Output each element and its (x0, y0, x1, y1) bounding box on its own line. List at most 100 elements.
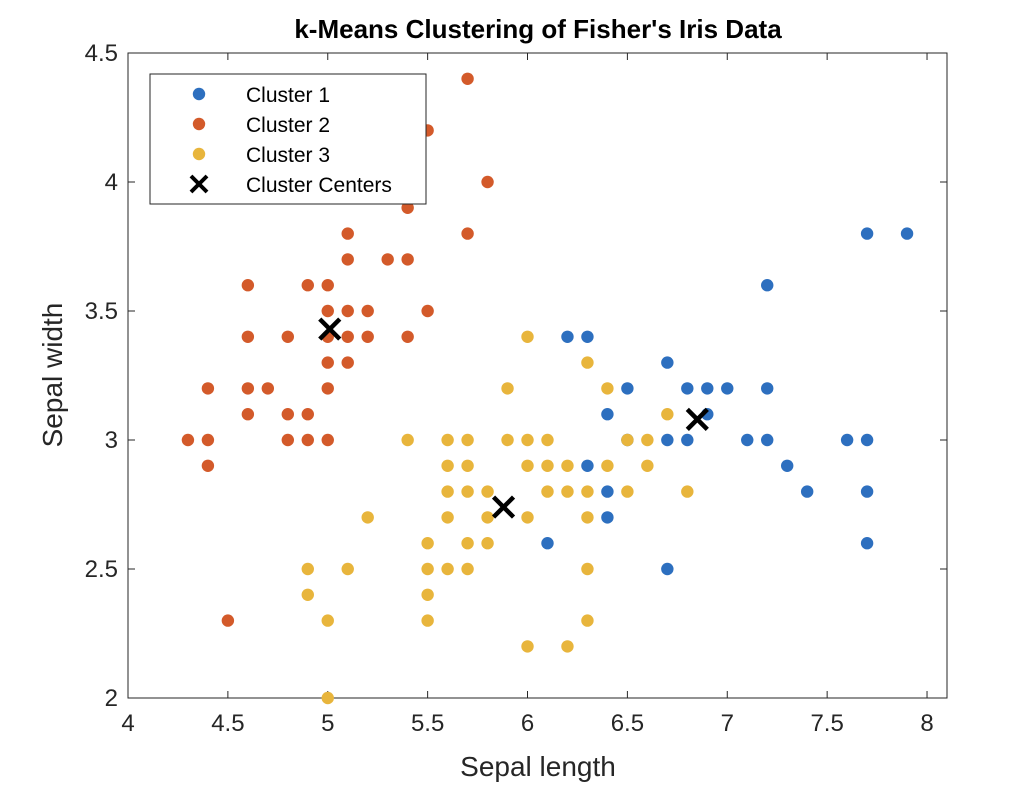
legend-marker (192, 147, 206, 161)
cluster-3-point (401, 433, 414, 447)
cluster-3-point (521, 640, 534, 653)
cluster-1-point (581, 459, 594, 472)
cluster-2-point (241, 408, 255, 421)
cluster-3-point (641, 433, 654, 447)
cluster-2-point (421, 304, 434, 318)
cluster-3-point (581, 356, 594, 369)
cluster-1-point (661, 356, 674, 369)
cluster-3-point (561, 485, 574, 498)
cluster-3-point (301, 562, 314, 576)
y-axis-label: Sepal width (37, 303, 68, 448)
x-tick-label: 8 (920, 710, 933, 737)
cluster-3-point (321, 691, 334, 705)
cluster-2-point (201, 382, 215, 395)
cluster-1-point (780, 459, 794, 472)
cluster-2-point (301, 408, 314, 421)
x-axis-label: Sepal length (460, 751, 616, 782)
cluster-2-point (361, 304, 374, 318)
cluster-2-point (201, 459, 215, 472)
cluster-3-point (561, 459, 574, 472)
legend-label: Cluster 1 (246, 84, 330, 107)
cluster-3-point (441, 511, 454, 524)
cluster-1-point (601, 511, 614, 524)
legend-entry: Cluster 1 (192, 84, 330, 107)
cluster-2-point (461, 72, 474, 86)
axis-ticks: 4 4.5 5 5.5 6 6.5 7 7.5 8 2 2.5 3 3.5 4 4.5 (85, 40, 947, 737)
cluster-2-point (241, 382, 255, 395)
cluster-3-point (641, 459, 654, 472)
cluster-3-point (461, 537, 474, 550)
cluster-2-point (401, 201, 414, 214)
x-tick-label: 7.5 (810, 710, 843, 737)
cluster-3-point (501, 382, 514, 395)
cluster-1-point (761, 382, 774, 395)
cluster-3-point (461, 459, 474, 472)
cluster-2-point (401, 330, 414, 343)
x-tick-label: 4.5 (211, 710, 244, 737)
legend-entry: Cluster Centers (189, 174, 392, 197)
cluster-1-point (601, 485, 614, 498)
legend-marker (192, 117, 206, 131)
chart-title: k-Means Clustering of Fisher's Iris Data (294, 14, 782, 44)
cluster-3-point (521, 330, 534, 343)
cluster-3-point (621, 433, 634, 447)
cluster-3-point (601, 459, 614, 472)
cluster-3-point (461, 485, 474, 498)
cluster-2-point (341, 330, 354, 343)
cluster-2-point (341, 253, 354, 266)
cluster-3-point (521, 433, 534, 447)
cluster-3-point (421, 537, 434, 550)
cluster-3-point (521, 459, 534, 472)
legend: Cluster 1 Cluster 2 Cluster 3 Cluster Cente… (149, 73, 427, 205)
cluster-1-point (681, 433, 694, 447)
cluster-3-point (541, 459, 554, 472)
cluster-3-point (441, 485, 454, 498)
cluster-1-point (840, 433, 854, 447)
cluster-1-point (541, 537, 554, 550)
cluster-1-point (800, 485, 814, 498)
cluster-1-point (761, 433, 774, 447)
legend-label: Cluster Centers (246, 174, 392, 197)
legend-items: Cluster 1 Cluster 2 Cluster 3 Cluster Cente… (189, 84, 392, 197)
cluster-2-point (481, 175, 494, 189)
cluster-3-point (341, 562, 354, 576)
legend-label: Cluster 2 (246, 114, 330, 137)
cluster-1-point (661, 562, 674, 576)
cluster-3-point (501, 433, 514, 447)
cluster-2-point (201, 433, 215, 447)
cluster-3-point (601, 382, 614, 395)
cluster-2-point (301, 279, 314, 292)
cluster-1-point (621, 382, 634, 395)
cluster-3-point (561, 640, 574, 653)
cluster-1-point (681, 382, 694, 395)
cluster-1-point (561, 330, 574, 343)
cluster-2-point (281, 433, 295, 447)
x-tick-label: 6.5 (611, 710, 644, 737)
cluster-3-point (581, 485, 594, 498)
x-tick-label: 5 (321, 710, 334, 737)
cluster-3-point (481, 485, 494, 498)
cluster-1-point (701, 382, 714, 395)
cluster-3-point (481, 537, 494, 550)
legend-label: Cluster 3 (246, 144, 330, 167)
cluster-3-point (541, 433, 554, 447)
cluster-2-point (301, 433, 314, 447)
cluster-1-point (860, 433, 874, 447)
cluster-2-point (261, 382, 275, 395)
legend-entry: Cluster 3 (192, 144, 330, 167)
legend-marker (192, 87, 206, 101)
cluster-3-point (361, 511, 374, 524)
cluster-3-point (541, 485, 554, 498)
cluster-2-point (381, 253, 394, 266)
cluster-2-point (401, 253, 414, 266)
y-tick-label: 3.5 (85, 298, 118, 325)
x-tick-label: 6 (521, 710, 534, 737)
cluster-1-point (860, 485, 874, 498)
cluster-2-point (461, 227, 474, 240)
cluster-3-point (461, 433, 474, 447)
cluster-3-point (421, 614, 434, 627)
cluster-2-point (361, 330, 374, 343)
cluster-2-point (181, 433, 195, 447)
cluster-3-point (421, 562, 434, 576)
